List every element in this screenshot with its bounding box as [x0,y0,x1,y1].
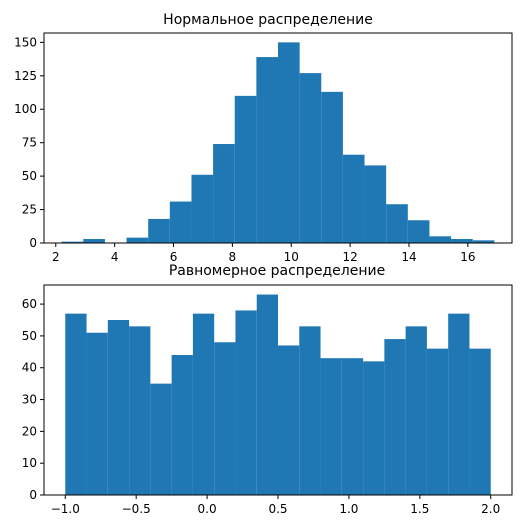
chart-title: Равномерное распределение [169,263,385,279]
bars [61,42,495,244]
histogram-bar [405,326,427,495]
histogram-bar [148,218,170,243]
histogram-bar [86,332,108,495]
histogram-bar [256,294,278,495]
x-tick-label: 10 [284,250,299,264]
y-tick-label: 60 [22,297,37,311]
histogram-bar [429,236,452,243]
histogram-bar [386,204,408,243]
histogram-bar [299,326,321,495]
plot-frame [43,32,513,244]
histogram-bar [256,57,278,243]
x-tick-label: −0.5 [122,502,151,516]
x-tick-label: 8 [229,250,237,264]
y-tick-label: 20 [22,424,37,438]
y-tick-label: 10 [22,456,37,470]
histogram-bar [169,201,192,243]
histogram-bar [126,237,149,243]
x-tick-label: 2 [52,250,60,264]
y-axis-ticks: 0 10 20 30 40 50 60 [22,297,44,502]
histogram-bar [299,73,322,244]
histogram-bar [384,339,406,495]
chart-title: Нормальное распределение [163,12,373,28]
x-axis-ticks: −1.0 −0.5 0.0 0.5 1.0 1.5 2.0 [51,495,500,516]
y-tick-label: 125 [14,69,37,83]
histogram-bar [235,310,257,495]
y-tick-label: 150 [14,35,37,49]
y-tick-label: 75 [22,136,37,150]
histogram-bar [234,95,257,243]
histogram-bar [364,165,387,243]
y-tick-label: 25 [22,203,37,217]
y-tick-label: 30 [22,393,37,407]
histogram-bar [278,345,300,495]
histogram-bar [321,91,343,243]
y-tick-label: 0 [29,488,37,502]
histogram-bar [472,240,495,243]
x-axis-ticks: 2 4 6 8 10 12 14 16 [52,243,475,264]
histogram-bar [213,144,235,243]
bars [65,294,491,495]
y-tick-label: 50 [22,329,37,343]
x-tick-label: 1.0 [339,502,358,516]
histogram-bar [469,348,491,495]
histogram-bar [129,326,151,495]
histogram-bar [65,313,87,495]
x-tick-label: −1.0 [51,502,80,516]
x-tick-label: 6 [170,250,178,264]
x-tick-label: 12 [342,250,357,264]
histogram-bar [448,313,470,495]
x-tick-label: 1.5 [410,502,429,516]
x-tick-label: 0.0 [198,502,217,516]
histogram-bar [341,358,364,495]
histogram-bar [407,220,430,243]
histogram-bar [320,358,342,495]
uniform-histogram-chart: Равномерное распределение −1.0 −0.5 0.0 0.5… [22,263,513,516]
histogram-bar [83,238,105,243]
histogram-bar [426,348,449,495]
histogram-bar [150,383,172,495]
histogram-bar [61,241,84,243]
x-tick-label: 0.5 [268,502,287,516]
histogram-bar [107,320,130,495]
y-axis-ticks: 0 25 50 75 100 125 150 [14,35,44,250]
x-tick-label: 14 [401,250,416,264]
x-tick-label: 16 [460,250,475,264]
histogram-bar [278,42,300,244]
y-tick-label: 100 [14,102,37,116]
histogram-bar [191,174,214,243]
y-tick-label: 0 [29,236,37,250]
y-tick-label: 40 [22,361,37,375]
histogram-bar [192,313,215,495]
normal-histogram-chart: Нормальное распределение 2 4 6 8 10 12 14 16 0 2… [14,12,513,264]
histogram-bar [171,355,193,495]
histogram-bar [363,361,385,495]
histogram-bar [214,342,236,495]
x-tick-label: 4 [111,250,119,264]
x-tick-label: 2.0 [481,502,500,516]
histogram-bar [342,154,365,243]
histogram-bar [451,238,473,243]
y-tick-label: 50 [22,169,37,183]
